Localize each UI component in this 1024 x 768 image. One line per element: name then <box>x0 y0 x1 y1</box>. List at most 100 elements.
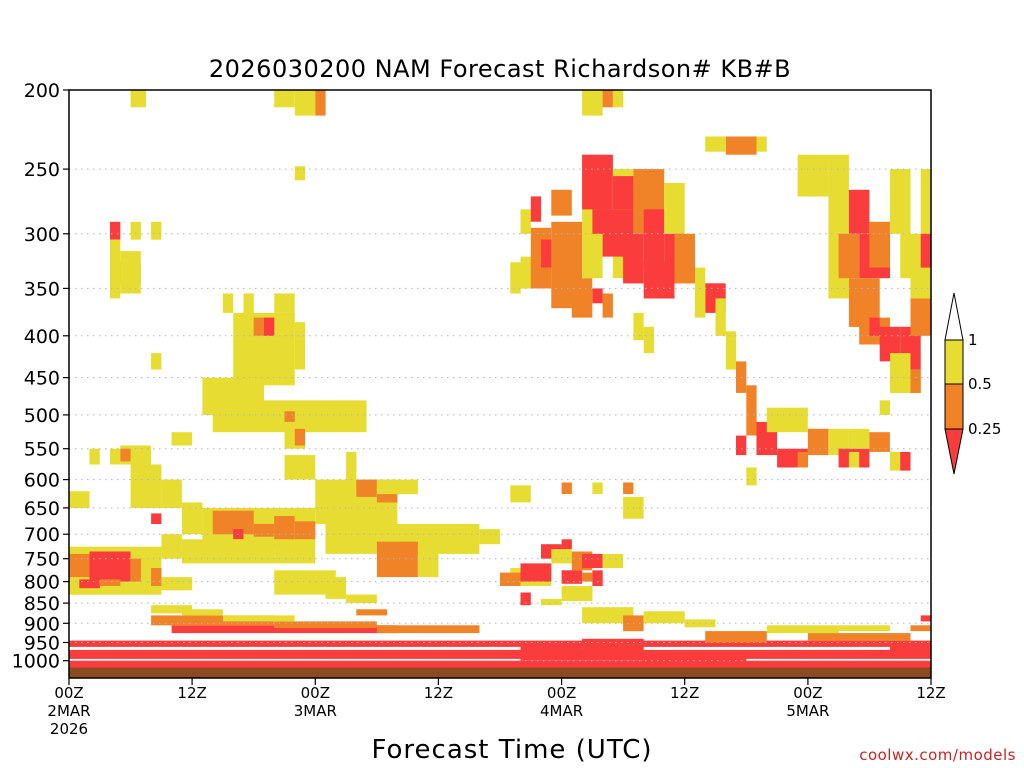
heatmap-cell <box>715 298 726 336</box>
heatmap-cell <box>346 594 377 603</box>
heatmap-cell <box>356 609 388 616</box>
heatmap-cell <box>725 331 737 370</box>
heatmap-cell <box>705 631 767 643</box>
heatmap-cell <box>869 221 890 268</box>
heatmap-cell <box>612 90 624 108</box>
heatmap-cell <box>417 549 439 578</box>
x-tick-label: 12Z <box>670 684 699 702</box>
heatmap-cell <box>161 577 193 591</box>
heatmap-cell <box>151 605 193 614</box>
x-tick-label: 00Z <box>301 684 330 702</box>
heatmap-cell <box>376 491 398 503</box>
heatmap-cell <box>643 262 675 299</box>
heatmap-cell <box>79 579 100 589</box>
colorbar-level-label: 0.5 <box>968 375 992 393</box>
heatmap-cell <box>346 451 357 492</box>
heatmap-cell <box>294 166 306 181</box>
y-tick-label: 600 <box>24 470 60 492</box>
heatmap-cell <box>69 640 931 647</box>
heatmap-cell <box>828 154 849 197</box>
heatmap-cell <box>582 607 634 624</box>
heatmap-cell <box>838 625 890 632</box>
heatmap-cell <box>222 293 234 313</box>
heatmap-cell <box>869 317 880 336</box>
y-axis: 200 250 300 350 400 450 500 550 600 650 700 7508008… <box>12 80 69 673</box>
heatmap-cell <box>510 485 531 503</box>
heatmap-cell <box>602 293 613 318</box>
heatmap-cell <box>643 326 654 354</box>
y-tick-label: 850 <box>24 593 60 615</box>
heatmap-cell <box>612 176 634 210</box>
heatmap-cell <box>181 539 275 564</box>
heatmap-cell <box>69 649 931 659</box>
colorbar-level-label: 1 <box>968 331 978 349</box>
heatmap-cell <box>130 558 141 582</box>
heatmap-cell <box>695 267 706 318</box>
heatmap-cell <box>151 221 162 240</box>
heatmap-cell <box>869 432 890 452</box>
heatmap-cell <box>633 312 644 341</box>
heatmap-cell <box>69 660 931 669</box>
heatmap-cell <box>181 609 223 616</box>
heatmap-cell <box>643 651 747 663</box>
heatmap-cell <box>602 553 624 568</box>
heatmap-cell <box>582 572 593 582</box>
x-tick-label: 00Z <box>793 684 822 702</box>
y-tick-label: 750 <box>24 549 60 571</box>
heatmap-cell <box>890 646 931 658</box>
heatmap-cell <box>561 482 572 494</box>
heatmap-cell <box>910 625 931 632</box>
heatmap-cell <box>284 411 295 422</box>
heatmap-cell <box>171 432 193 446</box>
heatmap-cell <box>879 400 890 415</box>
heatmap-cell <box>838 233 860 279</box>
heatmap-cell <box>890 169 911 234</box>
heatmap-cell <box>151 353 162 370</box>
x-axis-label: Forecast Time (UTC) <box>371 735 652 765</box>
heatmap-cell <box>920 169 931 279</box>
heatmap-cell <box>274 621 377 629</box>
x-tick-label: 12Z <box>177 684 206 702</box>
y-tick-label: 450 <box>24 368 60 390</box>
heatmap-cell <box>356 479 377 497</box>
heatmap-cell <box>69 553 90 578</box>
heatmap-cell <box>643 209 665 268</box>
heatmap-cell <box>520 563 552 582</box>
heatmap-cell <box>243 293 254 313</box>
heatmap-cell <box>264 317 275 336</box>
heatmap-cell <box>315 90 326 116</box>
y-tick-label: 800 <box>24 572 60 594</box>
heatmap-cell <box>848 428 870 449</box>
heatmap-cell <box>161 534 182 559</box>
heatmap-cell <box>110 239 121 299</box>
y-tick-label: 550 <box>24 439 60 461</box>
heatmap-cell <box>910 369 921 393</box>
colorbar-bottom-triangle <box>944 428 964 475</box>
heatmap-cell <box>571 278 593 318</box>
heatmap-cell <box>89 448 100 465</box>
heatmap-cell <box>848 189 870 234</box>
heatmap-cell <box>623 233 644 284</box>
heatmap-cell <box>766 407 808 433</box>
heatmap-cell <box>664 183 685 234</box>
plot-frame <box>68 89 932 679</box>
heatmap-cell <box>274 293 295 313</box>
heatmap-cell <box>674 233 695 284</box>
heatmap-cell <box>510 262 521 294</box>
heatmap-cell <box>623 482 634 494</box>
heatmap-cell <box>130 90 146 108</box>
heatmap-cell <box>592 288 603 304</box>
heatmap-cell <box>582 553 603 568</box>
heatmap-cell <box>530 196 542 222</box>
heatmap-cell <box>705 136 726 152</box>
y-tick-label: 250 <box>24 159 60 181</box>
heatmap-cell <box>500 572 521 586</box>
heatmap-cell <box>520 592 531 606</box>
heatmap-cell <box>561 570 583 584</box>
heatmap-cell <box>294 322 306 370</box>
heatmap-cell <box>756 136 767 152</box>
heatmap-cell <box>551 549 572 564</box>
y-tick-label: 1000 <box>12 651 60 673</box>
heatmap-cell <box>592 482 603 494</box>
